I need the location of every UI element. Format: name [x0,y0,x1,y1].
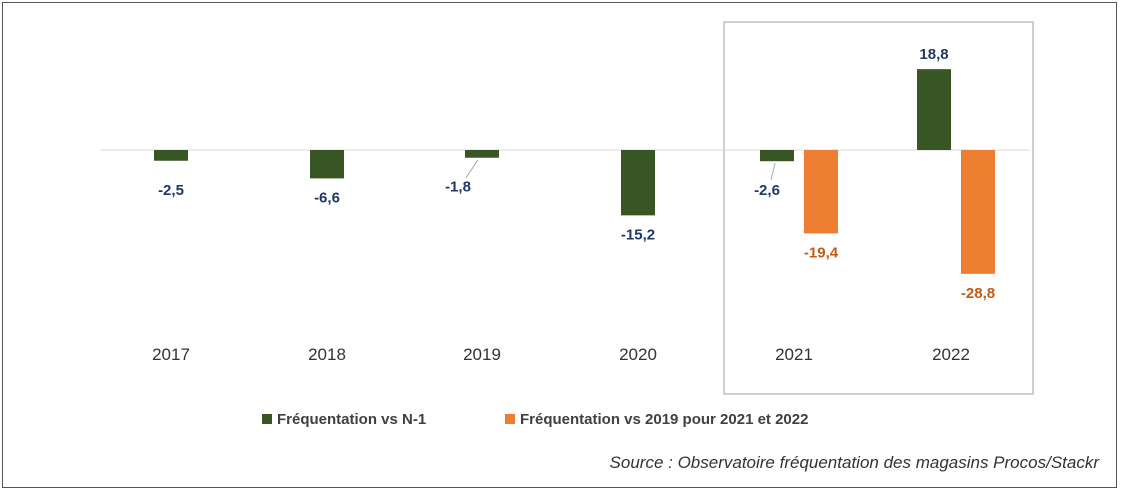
leader-line-2021 [770,163,776,181]
legend-swatch-2 [505,414,515,424]
bar-vs2019-2022 [961,150,995,274]
leader-line-2019 [465,159,479,179]
bar-n1-2017 [154,150,188,161]
data-label-vs2019-2022: -28,8 [961,285,995,302]
highlight-box [723,21,1034,395]
category-label-2019: 2019 [463,345,501,364]
bar-n1-2022 [917,69,951,150]
source-note: Source : Observatoire fréquentation des … [609,453,1099,472]
data-label-n1-2018: -6,6 [314,189,340,206]
data-label-n1-2021: -2,6 [754,182,780,199]
data-label-vs2019-2021: -19,4 [804,244,839,261]
bar-n1-2019 [465,150,499,158]
data-label-n1-2017: -2,5 [158,182,184,199]
category-label-2022: 2022 [932,345,970,364]
category-label-2018: 2018 [308,345,346,364]
data-label-n1-2022: 18,8 [919,46,948,63]
category-label-2021: 2021 [775,345,813,364]
bar-vs2019-2021 [804,150,838,234]
data-label-n1-2020: -15,2 [621,226,655,243]
legend-label-1: Fréquentation vs N-1 [277,411,426,428]
data-label-n1-2019: -1,8 [445,179,471,196]
category-label-2017: 2017 [152,345,190,364]
bar-n1-2021 [760,150,794,162]
category-label-2020: 2020 [619,345,657,364]
bar-n1-2020 [621,150,655,216]
legend-label-2: Fréquentation vs 2019 pour 2021 et 2022 [520,411,808,428]
bar-n1-2018 [310,150,344,179]
legend-swatch-1 [262,414,272,424]
